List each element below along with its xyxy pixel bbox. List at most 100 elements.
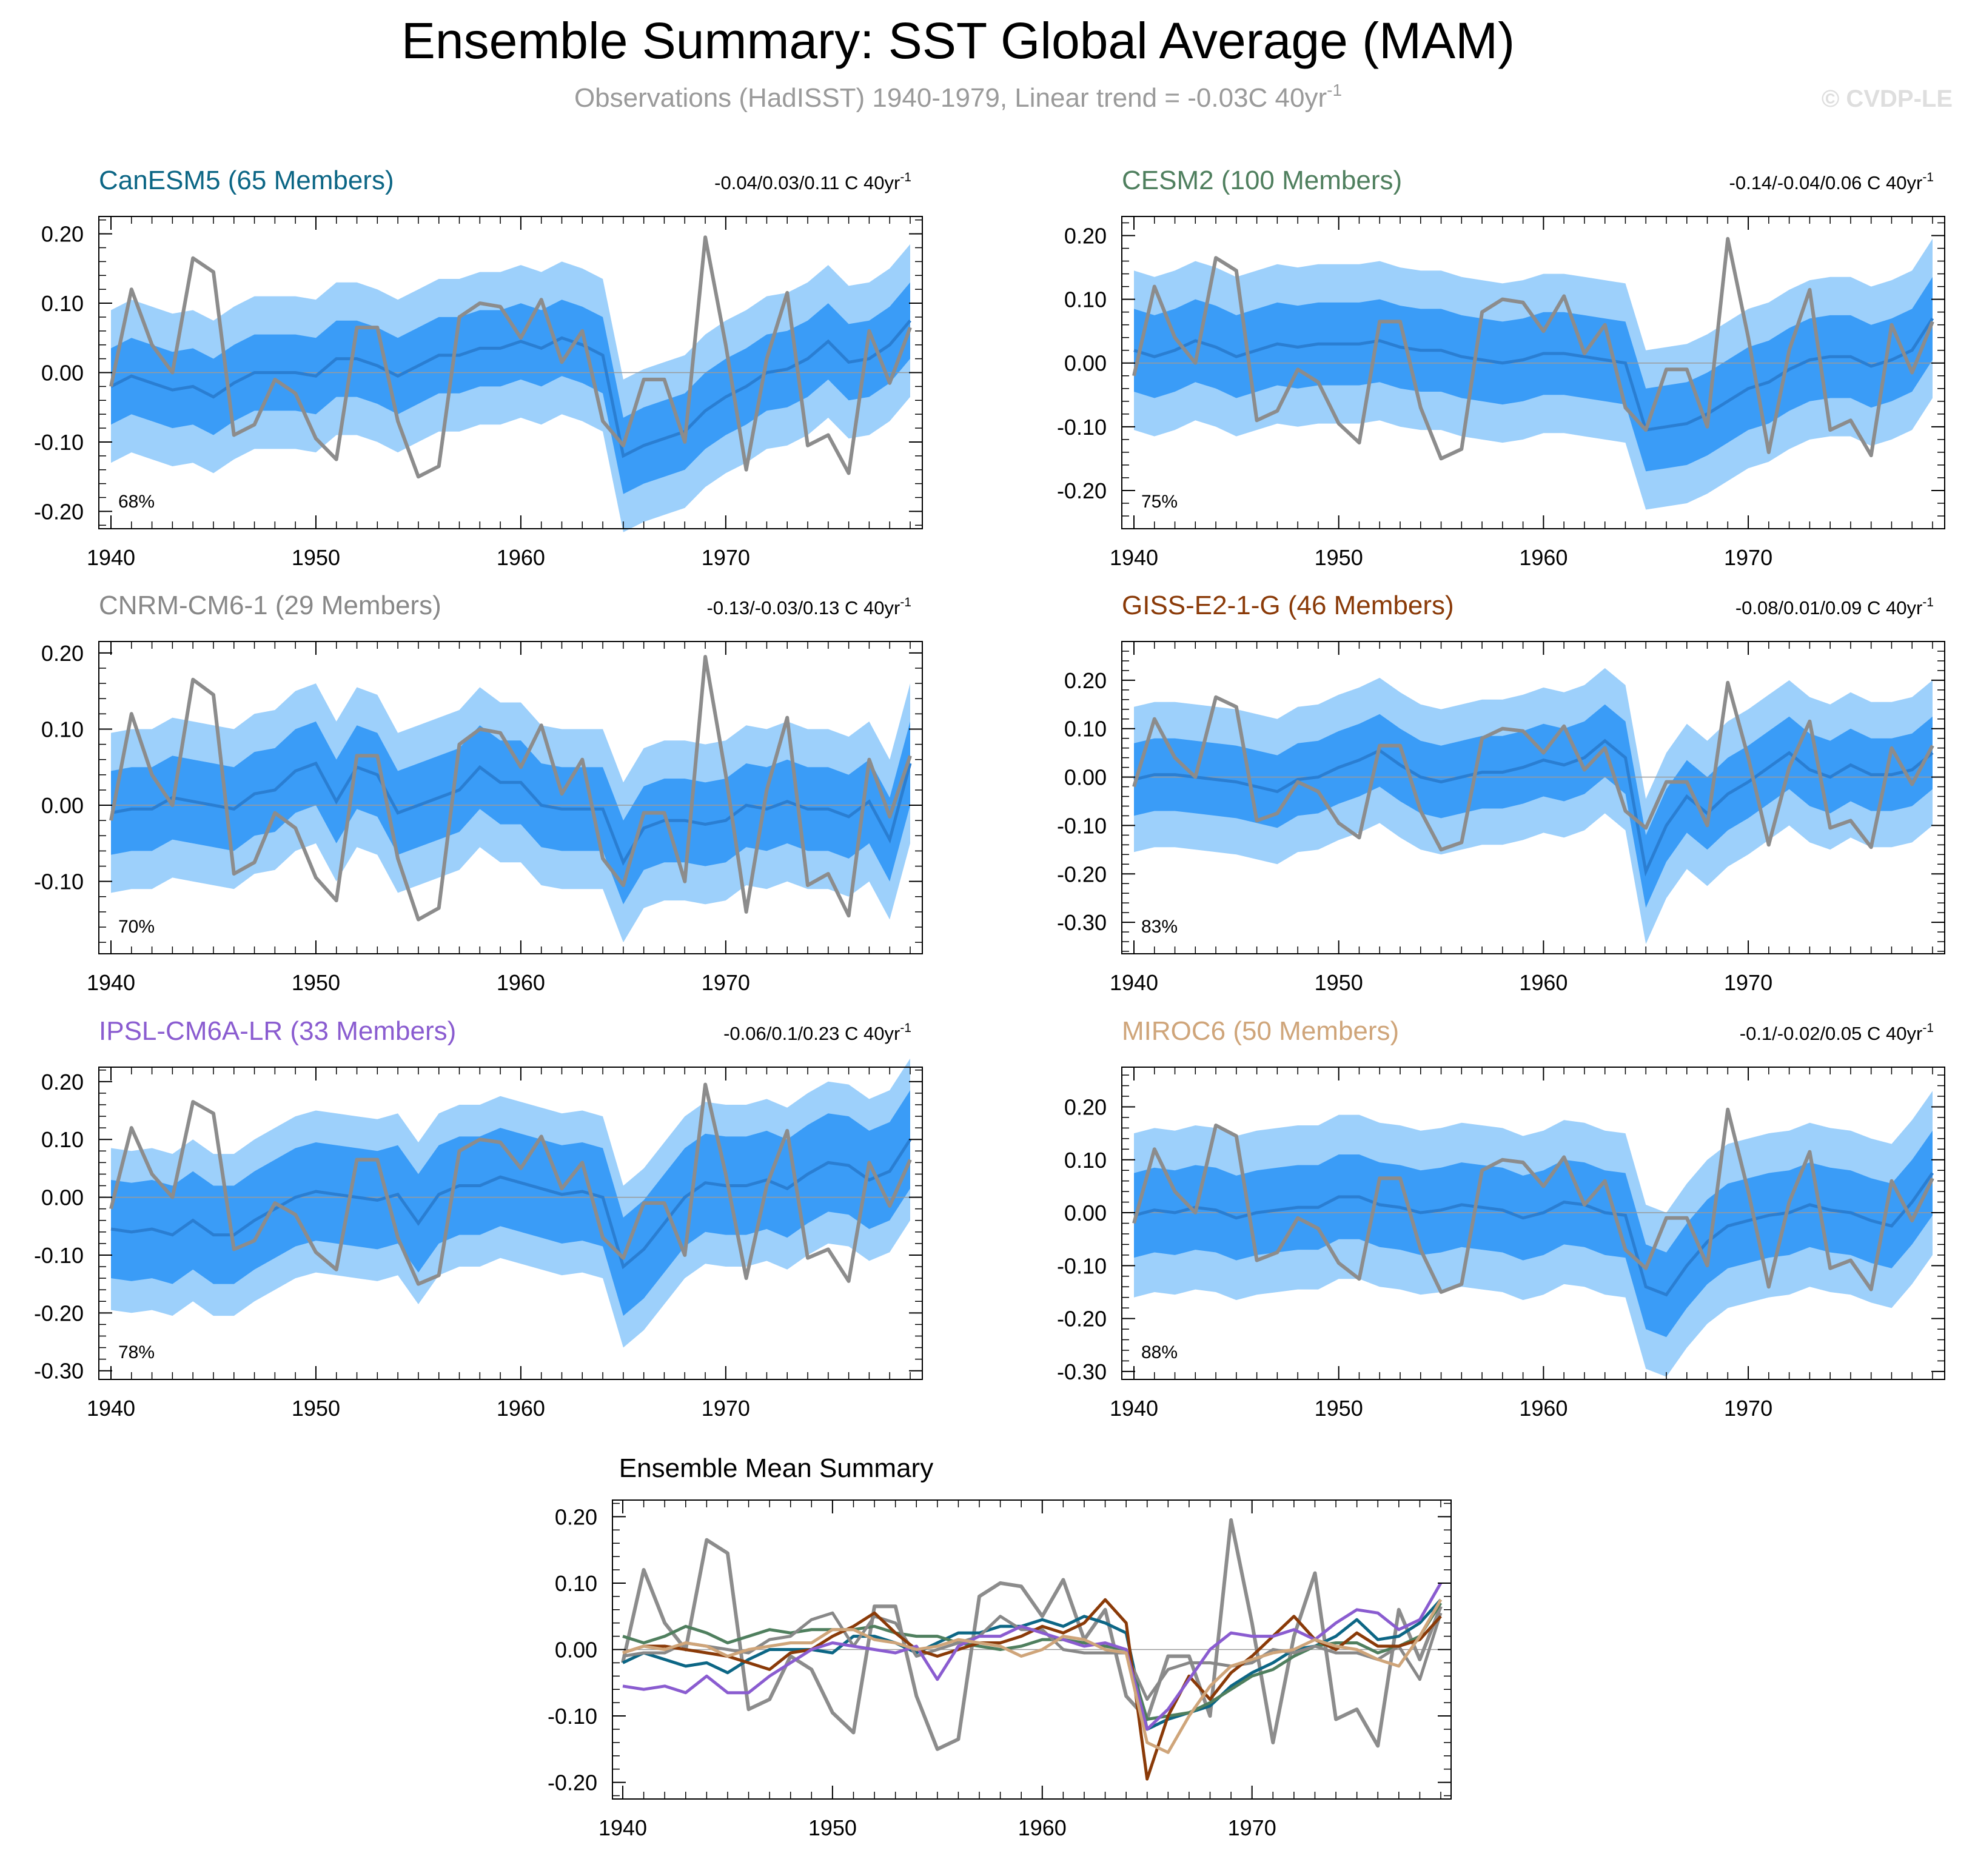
panel-cesm2-plot-frame bbox=[1121, 216, 1945, 529]
panel-cnrm-cm6-1-y-tick-label: 0.20 bbox=[41, 641, 84, 666]
panel-cnrm-cm6-1: 0.20 0.10 0.00 -0.10 1940 1950 1960 1970 CNRM-CM… bbox=[34, 591, 923, 995]
panel-cnrm-cm6-1-trend-superscript: -1 bbox=[900, 595, 911, 609]
summary-x-tick-label: 1950 bbox=[808, 1815, 857, 1840]
panel-miroc6-y-tick-label: -0.10 bbox=[1057, 1253, 1107, 1278]
panel-canesm5-y-tick-label: -0.10 bbox=[34, 430, 84, 455]
panel-ipsl-cm6a-lr-plot-frame bbox=[98, 1067, 923, 1380]
summary-line-ipsl-cm6a-lr bbox=[622, 1582, 1443, 1731]
panel-miroc6-y-tick-label: 0.20 bbox=[1064, 1094, 1107, 1119]
panel-cnrm-cm6-1-plot-frame bbox=[98, 641, 923, 954]
summary-x-tick-label: 1960 bbox=[1018, 1815, 1067, 1840]
panel-giss-e2-1-g-x-tick-label: 1970 bbox=[1724, 970, 1772, 995]
panel-cesm2-trend: -0.14/-0.04/0.06 C 40yr-1 bbox=[1729, 170, 1934, 193]
panel-canesm5-outer-band bbox=[111, 244, 910, 532]
panel-ipsl-cm6a-lr-trend-superscript: -1 bbox=[900, 1021, 911, 1035]
panel-ipsl-cm6a-lr-percent-label: 78% bbox=[118, 1342, 155, 1362]
panel-cesm2-x-tick-label: 1940 bbox=[1110, 545, 1158, 570]
panel-miroc6-ensemble-mean-line bbox=[1133, 1172, 1934, 1297]
panel-giss-e2-1-g-x-tick-label: 1950 bbox=[1315, 970, 1363, 995]
panel-miroc6-y-tick-label: 0.00 bbox=[1064, 1201, 1107, 1225]
panel-ipsl-cm6a-lr-x-tick-label: 1960 bbox=[497, 1396, 545, 1421]
panel-ipsl-cm6a-lr-x-tick-label: 1970 bbox=[702, 1396, 750, 1421]
panel-canesm5-trend-text: -0.04/0.03/0.11 C 40yr bbox=[714, 172, 900, 193]
summary-line-canesm5 bbox=[622, 1598, 1442, 1731]
panel-giss-e2-1-g-x-tick-label: 1940 bbox=[1110, 970, 1158, 995]
panel-cnrm-cm6-1-y-tick-label: 0.10 bbox=[41, 717, 84, 742]
panel-cesm2-y-tick-label: -0.10 bbox=[1057, 415, 1107, 440]
panel-cnrm-cm6-1-inner-band bbox=[111, 721, 910, 905]
panel-grid: 0.20 0.10 0.00 -0.10 -0.20 1940 1950 1960 1970 Ca… bbox=[34, 166, 1945, 1421]
panel-cnrm-cm6-1-ensemble-mean-line bbox=[110, 761, 912, 866]
figure-subtitle: Observations (HadISST) 1940-1979, Linear… bbox=[574, 81, 1342, 113]
watermark: © CVDP-LE bbox=[1822, 85, 1953, 112]
panel-ipsl-cm6a-lr-x-tick-label: 1950 bbox=[292, 1396, 340, 1421]
panel-giss-e2-1-g-title: GISS-E2-1-G (46 Members) bbox=[1122, 591, 1454, 620]
panel-ipsl-cm6a-lr-y-tick-label: -0.20 bbox=[34, 1301, 84, 1325]
panel-cnrm-cm6-1-x-tick-label: 1960 bbox=[497, 970, 545, 995]
panel-cesm2-inner-band bbox=[1134, 276, 1933, 472]
panel-giss-e2-1-g-y-tick-label: -0.20 bbox=[1057, 862, 1107, 886]
summary-x-tick-label: 1940 bbox=[599, 1815, 647, 1840]
panel-cnrm-cm6-1-percent-label: 70% bbox=[118, 917, 155, 937]
panel-giss-e2-1-g-y-tick-label: 0.00 bbox=[1064, 765, 1107, 790]
panel-miroc6-x-tick-label: 1970 bbox=[1724, 1396, 1772, 1421]
panel-canesm5-y-tick-label: -0.20 bbox=[34, 499, 84, 524]
panel-cnrm-cm6-1-observations-line bbox=[109, 655, 912, 922]
panel-miroc6-y-tick-label: -0.30 bbox=[1057, 1359, 1107, 1384]
panel-giss-e2-1-g-trend: -0.08/0.01/0.09 C 40yr-1 bbox=[1735, 595, 1934, 618]
panel-canesm5-y-tick-label: 0.10 bbox=[41, 291, 84, 316]
panel-miroc6-trend: -0.1/-0.02/0.05 C 40yr-1 bbox=[1740, 1021, 1934, 1044]
panel-cnrm-cm6-1-x-tick-label: 1950 bbox=[292, 970, 340, 995]
panel-ipsl-cm6a-lr-title: IPSL-CM6A-LR (33 Members) bbox=[99, 1016, 456, 1046]
panel-canesm5-ensemble-mean-line bbox=[110, 320, 911, 458]
panel-cnrm-cm6-1-title: CNRM-CM6-1 (29 Members) bbox=[99, 591, 441, 620]
summary-y-tick-label: 0.10 bbox=[555, 1571, 597, 1596]
panel-cesm2-y-tick-label: 0.00 bbox=[1064, 351, 1107, 376]
summary-x-tick-label: 1970 bbox=[1228, 1815, 1276, 1840]
panel-ipsl-cm6a-lr-trend-text: -0.06/0.1/0.23 C 40yr bbox=[723, 1023, 900, 1044]
panel-ipsl-cm6a-lr-y-tick-label: 0.20 bbox=[41, 1070, 84, 1094]
panel-ipsl-cm6a-lr-ensemble-mean-line bbox=[110, 1138, 912, 1270]
panel-giss-e2-1-g-inner-band bbox=[1134, 704, 1933, 908]
panel-ipsl-cm6a-lr-y-tick-label: 0.10 bbox=[41, 1127, 84, 1152]
panel-cnrm-cm6-1-trend-text: -0.13/-0.03/0.13 C 40yr bbox=[707, 597, 900, 618]
panel-cesm2-y-tick-label: 0.20 bbox=[1064, 224, 1107, 249]
panel-giss-e2-1-g-y-tick-label: -0.30 bbox=[1057, 910, 1107, 935]
summary-line-miroc6 bbox=[622, 1599, 1443, 1754]
panel-cesm2-x-tick-label: 1960 bbox=[1519, 545, 1568, 570]
panel-cesm2-ensemble-mean-line bbox=[1133, 317, 1934, 432]
panel-miroc6-x-tick-label: 1950 bbox=[1315, 1396, 1363, 1421]
panel-miroc6-inner-band bbox=[1134, 1130, 1933, 1338]
summary-y-tick-label: -0.10 bbox=[548, 1704, 597, 1729]
panel-ipsl-cm6a-lr-y-tick-label: 0.00 bbox=[41, 1185, 84, 1210]
panel-ipsl-cm6a-lr-y-tick-label: -0.10 bbox=[34, 1243, 84, 1268]
panel-canesm5-percent-label: 68% bbox=[118, 492, 155, 512]
panel-cesm2-x-tick-label: 1970 bbox=[1724, 545, 1772, 570]
panel-giss-e2-1-g-observations-line bbox=[1132, 680, 1934, 852]
panel-miroc6-percent-label: 88% bbox=[1141, 1342, 1178, 1362]
panel-canesm5-y-tick-label: 0.20 bbox=[41, 222, 84, 247]
panel-canesm5-x-tick-label: 1970 bbox=[702, 545, 750, 570]
panel-ipsl-cm6a-lr-trend: -0.06/0.1/0.23 C 40yr-1 bbox=[723, 1021, 911, 1044]
panel-cesm2-y-tick-label: -0.20 bbox=[1057, 478, 1107, 503]
panel-cesm2-title: CESM2 (100 Members) bbox=[1122, 166, 1402, 195]
panel-miroc6-y-tick-label: 0.10 bbox=[1064, 1148, 1107, 1173]
panel-cesm2-observations-line bbox=[1132, 236, 1934, 461]
panel-miroc6-x-tick-label: 1960 bbox=[1519, 1396, 1568, 1421]
panel-miroc6-trend-superscript: -1 bbox=[1922, 1021, 1934, 1035]
summary-y-tick-label: -0.20 bbox=[548, 1770, 597, 1795]
summary-line-giss-e2-1-g bbox=[622, 1598, 1442, 1781]
panel-canesm5-trend-superscript: -1 bbox=[900, 170, 911, 184]
summary-y-tick-label: 0.00 bbox=[555, 1638, 597, 1663]
panel-cnrm-cm6-1-x-tick-label: 1940 bbox=[87, 970, 135, 995]
panel-giss-e2-1-g-y-tick-label: 0.20 bbox=[1064, 668, 1107, 693]
summary-y-tick-label: 0.20 bbox=[555, 1504, 597, 1529]
summary-title: Ensemble Mean Summary bbox=[619, 1453, 933, 1483]
panel-cnrm-cm6-1-trend: -0.13/-0.03/0.13 C 40yr-1 bbox=[707, 595, 911, 618]
panel-ipsl-cm6a-lr-y-tick-label: -0.30 bbox=[34, 1359, 84, 1384]
panel-canesm5-title: CanESM5 (65 Members) bbox=[99, 166, 394, 195]
panel-cesm2-trend-text: -0.14/-0.04/0.06 C 40yr bbox=[1729, 172, 1923, 193]
